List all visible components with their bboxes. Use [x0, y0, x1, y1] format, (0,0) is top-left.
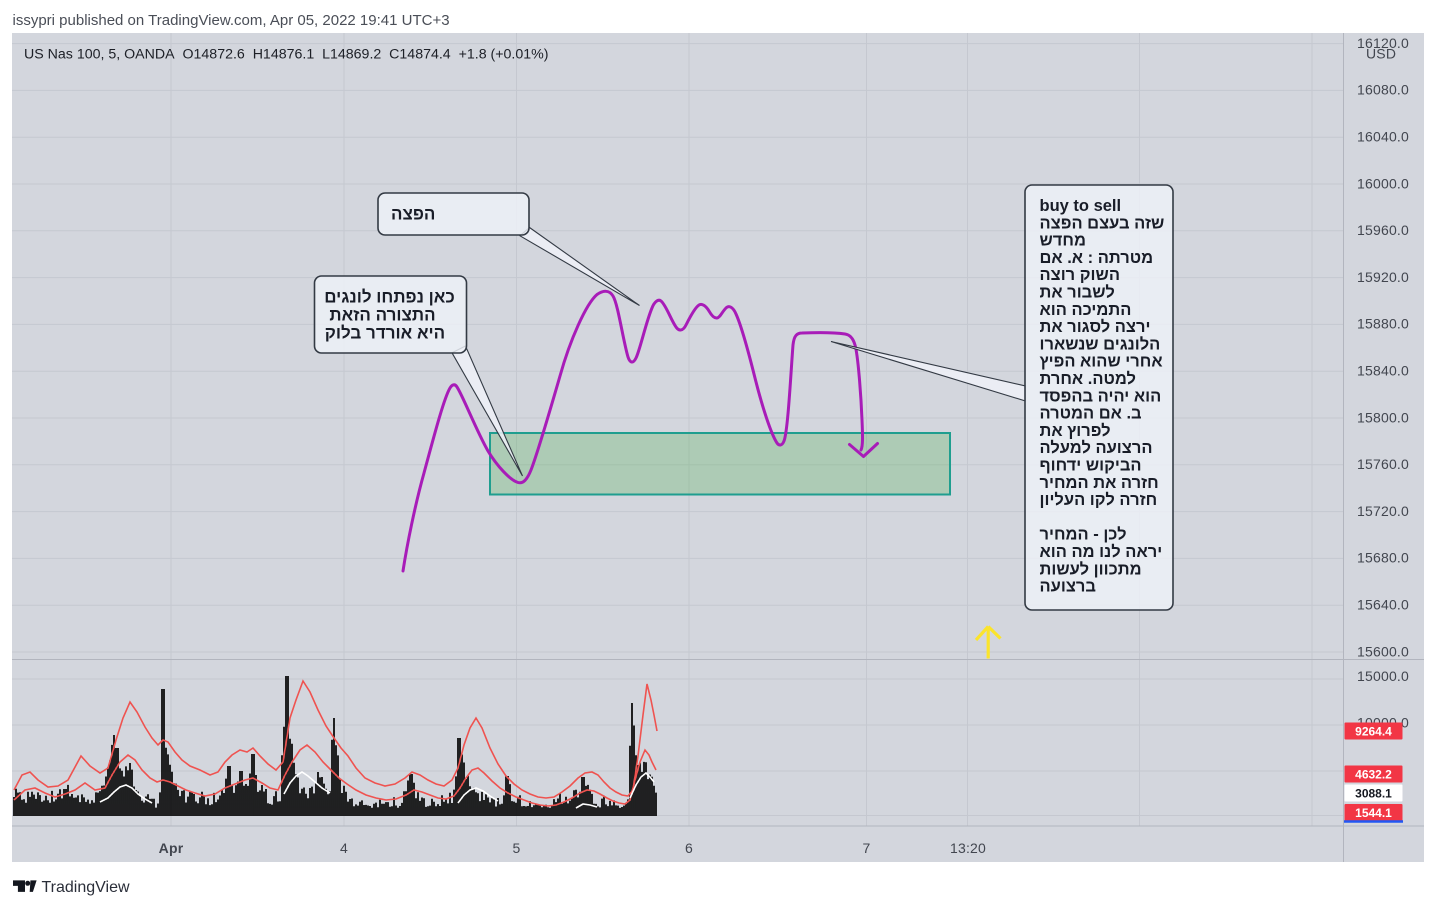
svg-text:1544.1: 1544.1 — [1355, 806, 1392, 820]
svg-text:15960.0: 15960.0 — [1357, 222, 1409, 238]
svg-text:לפרוץ את: לפרוץ את — [1040, 422, 1111, 440]
svg-text:16120.0: 16120.0 — [1357, 35, 1409, 51]
svg-text:16000.0: 16000.0 — [1357, 175, 1409, 191]
svg-text:15000.0: 15000.0 — [1357, 668, 1409, 684]
svg-text:הרצועה למעלה: הרצועה למעלה — [1040, 439, 1153, 457]
svg-text:כאן נפתחו לונגים: כאן נפתחו לונגים — [324, 288, 455, 307]
svg-text:9264.4: 9264.4 — [1355, 724, 1392, 738]
svg-text:15840.0: 15840.0 — [1357, 363, 1409, 379]
svg-text:הלונגים שנשארו: הלונגים שנשארו — [1040, 335, 1161, 353]
svg-text:15880.0: 15880.0 — [1357, 316, 1409, 332]
svg-text:TradingView: TradingView — [42, 879, 130, 896]
svg-text:issypri published on TradingVi: issypri published on TradingView.com, Ap… — [13, 12, 450, 29]
svg-text:16080.0: 16080.0 — [1357, 82, 1409, 98]
svg-text:buy to sell: buy to sell — [1040, 197, 1122, 215]
svg-text:אחרי שהוא הפיץ: אחרי שהוא הפיץ — [1040, 353, 1163, 371]
svg-text:לכן - המחיר: לכן - המחיר — [1040, 526, 1127, 544]
svg-text:7: 7 — [863, 840, 871, 856]
svg-text:מתכוון לעשות: מתכוון לעשות — [1040, 560, 1142, 578]
svg-text:6: 6 — [685, 840, 693, 856]
svg-text:USD: USD — [1366, 46, 1396, 62]
svg-text:Apr: Apr — [159, 840, 184, 856]
svg-text:הביקוש ידחוף: הביקוש ידחוף — [1040, 457, 1142, 475]
svg-text:השוק רוצה: השוק רוצה — [1040, 266, 1120, 284]
svg-text:15800.0: 15800.0 — [1357, 409, 1409, 425]
svg-text:הפצה: הפצה — [391, 205, 435, 224]
svg-text:13:20: 13:20 — [950, 840, 986, 856]
svg-text:מטרתה : א. אם: מטרתה : א. אם — [1040, 249, 1154, 267]
svg-text:הוא יהיה בהפסד: הוא יהיה בהפסד — [1040, 387, 1162, 405]
svg-text:חזרה לקו העליון: חזרה לקו העליון — [1040, 491, 1158, 509]
svg-text:15680.0: 15680.0 — [1357, 550, 1409, 566]
svg-text:15640.0: 15640.0 — [1357, 597, 1409, 613]
svg-text:ב. אם המטרה: ב. אם המטרה — [1040, 405, 1142, 423]
svg-text:היא אורדר בלוק: היא אורדר בלוק — [325, 324, 445, 343]
svg-text:מחדש: מחדש — [1040, 232, 1086, 250]
svg-text:שזה בעצם הפצה: שזה בעצם הפצה — [1040, 214, 1165, 232]
svg-text:ירצה לסגור את: ירצה לסגור את — [1040, 318, 1151, 336]
svg-text:5: 5 — [513, 840, 521, 856]
svg-text:15600.0: 15600.0 — [1357, 643, 1409, 659]
svg-text:15760.0: 15760.0 — [1357, 456, 1409, 472]
svg-text:לשבור את: לשבור את — [1040, 284, 1115, 302]
svg-text:4632.2: 4632.2 — [1355, 767, 1392, 781]
svg-text:יראה לנו מה הוא: יראה לנו מה הוא — [1040, 543, 1163, 561]
svg-text:16040.0: 16040.0 — [1357, 129, 1409, 145]
svg-text:חזרה את המחיר: חזרה את המחיר — [1040, 474, 1159, 492]
svg-text:ברצועה: ברצועה — [1040, 578, 1096, 596]
svg-text:15720.0: 15720.0 — [1357, 503, 1409, 519]
svg-text:התצורה הזאת: התצורה הזאת — [329, 306, 435, 325]
svg-text:3088.1: 3088.1 — [1355, 786, 1392, 800]
svg-text:4: 4 — [340, 840, 348, 856]
svg-text:התמיכה הוא: התמיכה הוא — [1040, 301, 1132, 319]
svg-text:למטה. אחרת: למטה. אחרת — [1040, 370, 1136, 388]
svg-text:15920.0: 15920.0 — [1357, 269, 1409, 285]
svg-text:US Nas 100, 5, OANDA O14872.6: US Nas 100, 5, OANDA O14872.6 H14876.1 L… — [24, 47, 549, 63]
